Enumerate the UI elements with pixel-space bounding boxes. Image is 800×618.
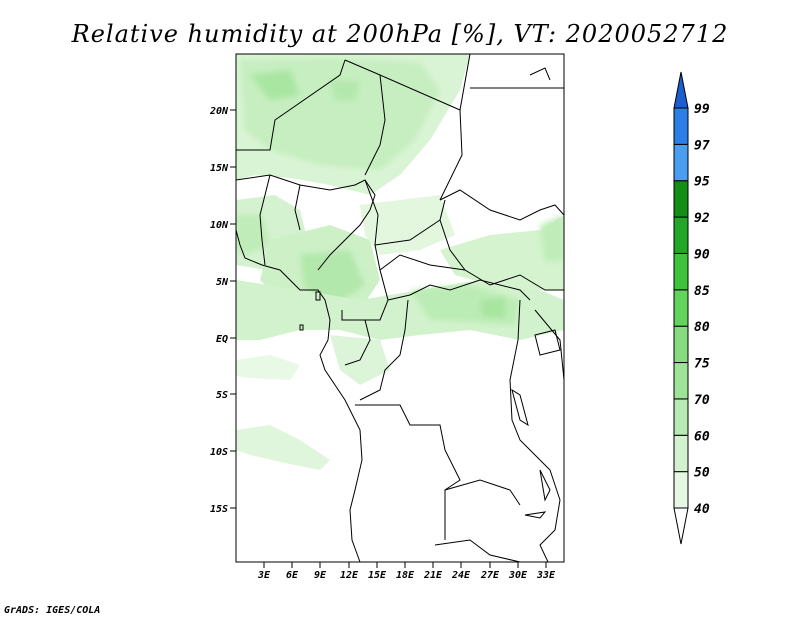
lat-label: 5S — [216, 390, 228, 401]
lat-label: EQ — [216, 334, 228, 345]
colorbar-segment — [673, 216, 689, 254]
lat-label: 10N — [210, 220, 229, 231]
colorbar-segment — [673, 252, 689, 291]
lon-label: 21E — [423, 570, 443, 581]
map-frame — [235, 53, 565, 563]
colorbar-segment — [673, 107, 689, 145]
colorbar-under-arrow — [673, 507, 689, 545]
colorbar-over-arrow — [673, 71, 689, 109]
lon-label: 6E — [286, 570, 299, 581]
lon-label: 30E — [508, 570, 528, 581]
colorbar-segment — [673, 180, 689, 218]
colorbar-segment — [673, 325, 689, 364]
longitude-axis: 3E 6E 9E 12E 15E 18E 21E 24E 27E 30E 33E — [257, 562, 556, 581]
lon-label: 27E — [480, 570, 500, 581]
colorbar-segment — [673, 398, 689, 436]
colorbar-level-label: 80 — [694, 320, 710, 335]
colorbar-level-label: 90 — [694, 247, 710, 262]
lat-label: 15S — [210, 504, 228, 515]
colorbar-level-label: 85 — [694, 284, 710, 299]
colorbar-level-label: 92 — [694, 211, 710, 226]
colorbar-segment — [673, 362, 689, 400]
colorbar-segment — [673, 143, 689, 182]
colorbar-level-label: 40 — [694, 502, 710, 517]
lat-label: 20N — [209, 106, 229, 117]
latitude-axis: 20N 15N 10N 5N EQ 5S 10S 15S — [209, 106, 236, 515]
lat-label: 10S — [210, 447, 228, 458]
map-title: Relative humidity at 200hPa [%], VT: 202… — [71, 20, 729, 48]
colorbar-segment — [673, 434, 689, 473]
lon-label: 18E — [396, 570, 415, 581]
colorbar-level-label: 60 — [694, 429, 710, 444]
colorbar-level-label: 50 — [694, 466, 710, 481]
lat-label: 15N — [210, 163, 229, 174]
colorbar-level-label: 70 — [694, 393, 710, 408]
lon-label: 9E — [314, 570, 327, 581]
colorbar-segment — [673, 289, 689, 327]
colorbar-level-label: 95 — [694, 175, 710, 190]
lon-label: 15E — [368, 570, 387, 581]
country-borders — [236, 54, 564, 562]
humidity-shading — [236, 54, 564, 470]
colorbar: 40 50 60 70 75 80 85 90 92 95 97 99 — [673, 71, 710, 545]
lon-label: 33E — [536, 570, 556, 581]
lon-label: 24E — [451, 570, 471, 581]
colorbar-segment — [673, 471, 689, 509]
credit-label: GrADS: IGES/COLA — [4, 605, 100, 616]
lon-label: 3E — [257, 570, 271, 581]
lon-label: 12E — [340, 570, 359, 581]
colorbar-level-label: 97 — [694, 138, 710, 153]
lat-label: 5N — [216, 277, 229, 288]
colorbar-level-label: 75 — [694, 357, 710, 372]
colorbar-level-label: 99 — [694, 102, 710, 117]
